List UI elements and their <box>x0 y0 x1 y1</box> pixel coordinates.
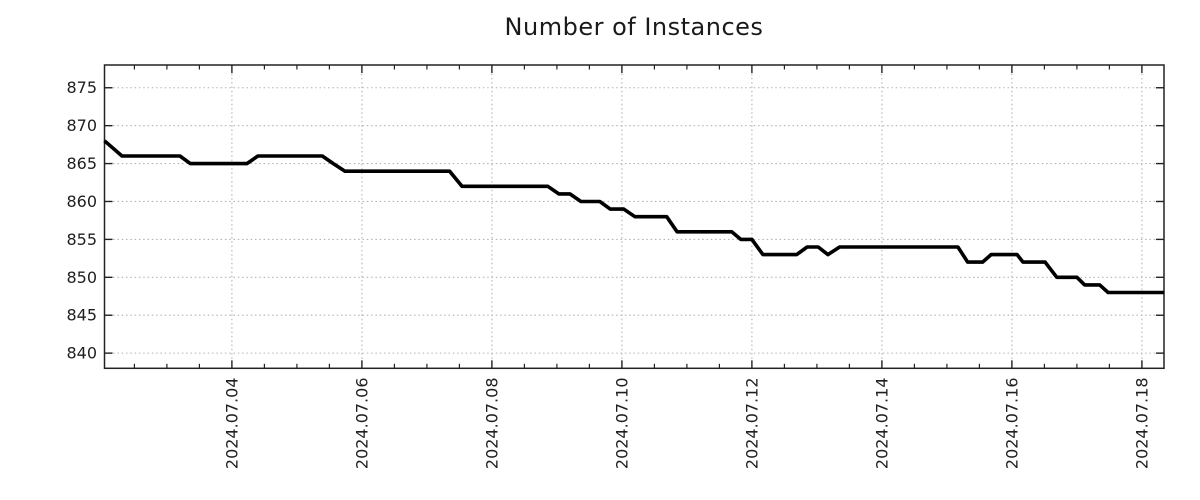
x-tick-label: 2024.07.16 <box>1002 378 1021 470</box>
y-tick-label: 850 <box>66 268 97 287</box>
y-tick-label: 860 <box>66 192 97 211</box>
y-tick-label: 855 <box>66 230 97 249</box>
x-tick-label: 2024.07.12 <box>742 378 761 470</box>
x-tick-label: 2024.07.14 <box>872 378 891 470</box>
x-tick-label: 2024.07.06 <box>352 378 371 470</box>
x-tick-label: 2024.07.08 <box>482 378 501 470</box>
data-line <box>103 139 1164 295</box>
x-tick-label: 2024.07.18 <box>1132 378 1151 470</box>
x-tick-label: 2024.07.10 <box>612 378 631 470</box>
x-tick-label: 2024.07.04 <box>222 378 241 470</box>
y-tick-label: 845 <box>66 306 97 325</box>
y-tick-label: 840 <box>66 344 97 363</box>
chart-title: Number of Instances <box>504 13 764 41</box>
plot-border <box>103 64 1165 370</box>
y-tick-label: 865 <box>66 154 97 173</box>
y-tick-label: 875 <box>66 78 97 97</box>
y-tick-label: 870 <box>66 116 97 135</box>
